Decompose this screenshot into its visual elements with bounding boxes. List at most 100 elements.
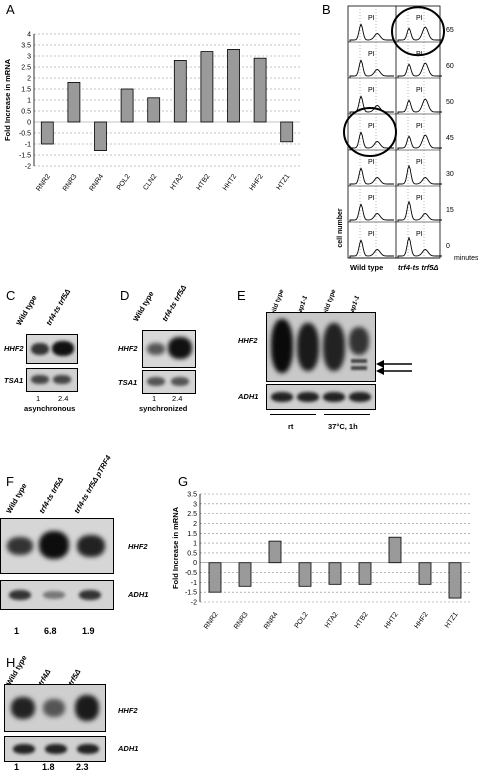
x-tick-label: HHF2	[413, 611, 429, 630]
x-tick-label: RNR2	[35, 173, 52, 193]
condition-caption: asynchronous	[24, 404, 76, 413]
histogram-trace	[397, 26, 442, 42]
x-tick-label: HHF2	[249, 173, 265, 192]
x-tick-label: HTZ1	[276, 173, 292, 191]
quant-value-2: 6.8	[44, 626, 57, 636]
panel-label-d: D	[120, 288, 130, 303]
quant-value-2: 2.4	[58, 394, 69, 403]
y-tick-label: 3.5	[21, 43, 31, 50]
panel-label-a: A	[6, 2, 15, 17]
gene-label-hhf2: HHF2	[118, 344, 138, 353]
quant-value-1: 1	[14, 762, 20, 772]
y-tick-label: 1.5	[21, 87, 31, 94]
hhf2-blot	[266, 312, 376, 382]
bar-rnr2	[40, 121, 54, 145]
x-tick-label: HTA2	[324, 611, 340, 629]
gene-label-adh1: ADH1	[118, 744, 139, 753]
tsa1-blot	[142, 370, 196, 394]
histogram-trace	[397, 164, 442, 186]
x-tick-label: RNR4	[263, 611, 280, 631]
lane-label-trf4-ts-trf5: trf4-ts trf5Δ	[160, 283, 189, 323]
x-tick-label: HTZ1	[444, 611, 460, 629]
quant-value-3: 2.3	[76, 762, 89, 772]
y-tick-label: -1	[191, 580, 197, 587]
quant-value-1: 1	[152, 394, 157, 403]
y-tick-label: -2	[191, 600, 197, 607]
gene-label-adh1: ADH1	[238, 392, 259, 401]
gene-label-tsa1: TSA1	[4, 376, 24, 385]
tsa1-blot	[26, 368, 78, 392]
quant-value-1: 1	[36, 394, 41, 403]
bar-rnr3	[67, 82, 81, 123]
bar-htb2	[200, 51, 214, 123]
y-tick-label: 2.5	[187, 511, 197, 518]
panel-f: Wild type trf4-ts trf5Δ trf4-ts trf5Δ pT…	[0, 454, 170, 656]
highlight-circle	[391, 6, 445, 57]
panel-label-c: C	[6, 288, 16, 303]
x-tick-label: HTA2	[169, 173, 185, 191]
flow-frame	[347, 5, 441, 259]
condition-label-rt: rt	[288, 422, 294, 431]
hhf2-blot	[4, 684, 106, 732]
pi-label: PI	[416, 159, 423, 166]
hhf2-blot	[142, 330, 196, 368]
x-tick-label: RNR3	[233, 611, 250, 631]
lane-label-wild-type: Wild type	[4, 653, 29, 687]
y-tick-label: 3	[193, 501, 197, 508]
bar-htz1	[448, 562, 462, 599]
pi-label: PI	[416, 231, 423, 238]
pi-label: PI	[368, 195, 375, 202]
y-tick-label: 3	[27, 54, 31, 61]
histogram-trace	[349, 131, 394, 150]
lane-label-trf4-ts-trf5-ptrf4: trf4-ts trf5Δ pTRF4	[72, 453, 113, 515]
histogram-trace	[397, 236, 442, 258]
y-tick-label: 1	[27, 98, 31, 105]
bar-hht2	[388, 536, 402, 564]
x-tick-label: RNR2	[203, 611, 220, 631]
minutes-value: 30	[446, 171, 454, 178]
x-tick-label: RNR4	[88, 173, 105, 193]
y-tick-label: -2	[25, 164, 31, 171]
lane-label-trf4-ts-trf5: trf4-ts trf5Δ	[44, 287, 73, 327]
minutes-value: 0	[446, 243, 450, 250]
pi-label: PI	[368, 15, 375, 22]
pi-label: PI	[368, 123, 375, 130]
lane-label-wild-type: Wild type	[4, 481, 29, 515]
histogram-trace	[349, 167, 394, 186]
panel-label-g: G	[178, 474, 189, 489]
pi-label: PI	[368, 87, 375, 94]
bar-pol2	[120, 88, 134, 123]
y-tick-label: 4	[27, 32, 31, 39]
condition-bar-37c	[324, 414, 370, 415]
x-tick-label: POL2	[294, 611, 310, 630]
panel-label-f: F	[6, 474, 14, 489]
x-tick-label: HTB2	[196, 173, 212, 192]
y-tick-label: 3.5	[187, 492, 197, 499]
panel-c: Wild type trf4-ts trf5Δ HHF2 TSA1 1 2.4 …	[0, 287, 118, 413]
panel-h: Wild type trf4Δ trf5Δ HHF2 ADH1 1 1.8 2.…	[0, 653, 170, 774]
panel-label-h: H	[6, 655, 16, 670]
condition-label-37c: 37°C, 1h	[328, 422, 358, 431]
y-tick-label: -1.5	[185, 590, 197, 597]
pi-label: PI	[416, 15, 423, 22]
y-axis-label: Fold Increase in mRNA	[3, 58, 12, 141]
bar-htz1	[280, 121, 294, 143]
histogram-trace	[349, 203, 394, 222]
band-arrows	[376, 360, 412, 375]
col-label-trf4-ts-trf5: trf4-ts trf5Δ	[398, 263, 438, 272]
y-tick-label: 0	[193, 560, 197, 567]
bar-rnr2	[208, 562, 222, 593]
pi-label: PI	[416, 195, 423, 202]
quant-value-3: 1.9	[82, 626, 95, 636]
adh1-blot	[0, 580, 114, 610]
y-tick-label: 1	[193, 541, 197, 548]
y-tick-label: 0.5	[21, 109, 31, 116]
histogram-trace	[397, 98, 442, 114]
pi-label: PI	[416, 123, 423, 130]
histogram-trace	[349, 23, 394, 42]
y-tick-label: 2	[193, 521, 197, 528]
y-tick-label: -0.5	[19, 131, 31, 138]
histogram-trace	[397, 200, 442, 222]
gene-label-hhf2: HHF2	[4, 344, 24, 353]
histogram-trace	[349, 59, 394, 78]
